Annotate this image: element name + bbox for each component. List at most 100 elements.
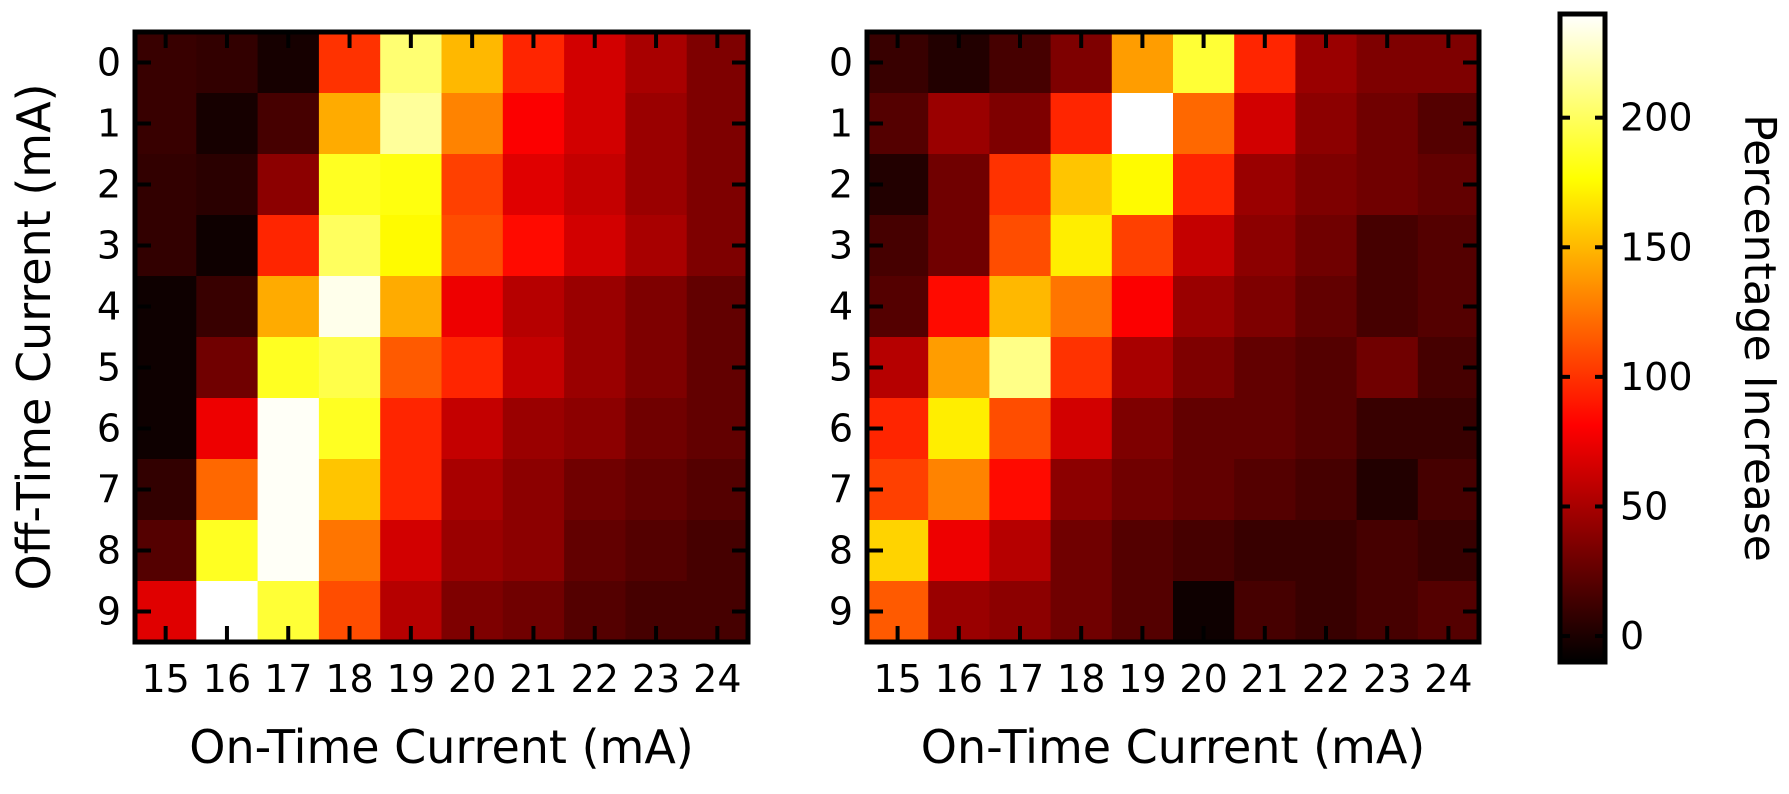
heatmap-cell-left-r6-c5 — [441, 398, 504, 460]
heatmap-cell-right-r1-c4 — [1111, 93, 1174, 155]
heatmap-cell-right-r7-c1 — [928, 459, 990, 521]
heatmap-cell-left-r6-c7 — [564, 398, 626, 460]
heatmap-cell-right-r5-c6 — [1234, 337, 1296, 399]
heatmap-cell-left-r7-c7 — [564, 459, 626, 521]
plot-frame-right — [864, 29, 1482, 645]
heatmap-cell-right-r8-c5 — [1173, 520, 1235, 582]
heatmap-cell-left-r2-c1 — [196, 154, 259, 216]
y-tick-label: 4 — [97, 285, 121, 329]
colorbar-tick-label: 150 — [1620, 225, 1693, 269]
heatmap-cell-right-r3-c4 — [1111, 215, 1174, 277]
x-tick-label: 23 — [632, 657, 680, 701]
heatmap-cell-left-r8-c1 — [196, 520, 259, 582]
x-tick-label: 24 — [693, 657, 741, 701]
heatmap-cell-left-r4-c3 — [318, 276, 381, 338]
heatmap-cell-left-r4-c1 — [196, 276, 259, 338]
heatmap-cell-left-r5-c1 — [196, 337, 259, 399]
heatmap-cell-left-r3-c6 — [502, 215, 565, 277]
heatmap-cell-right-r4-c4 — [1111, 276, 1174, 338]
y-tick-label: 8 — [97, 529, 121, 573]
heatmap-cell-left-r8-c4 — [380, 520, 443, 582]
y-tick-label: 6 — [97, 407, 121, 451]
heatmap-cell-right-r4-c1 — [928, 276, 990, 338]
heatmap-cell-right-r3-c1 — [928, 215, 990, 277]
colorbar-tick-label: 200 — [1620, 96, 1693, 140]
heatmap-cell-left-r3-c1 — [196, 215, 259, 277]
x-tick-label: 23 — [1363, 657, 1411, 701]
y-tick-label: 1 — [829, 102, 853, 146]
heatmap-cell-right-r1-c1 — [928, 93, 990, 155]
heatmap-cell-right-r4-c6 — [1234, 276, 1296, 338]
heatmap-cell-right-r5-c7 — [1295, 337, 1358, 399]
heatmap-cell-left-r1-c7 — [564, 93, 626, 155]
heatmap-cell-left-r2-c6 — [502, 154, 565, 216]
x-tick-label: 18 — [325, 657, 373, 701]
colorbar-ticks: 0 50 100 150 200 — [1560, 96, 1693, 658]
heatmap-cell-left-r3-c3 — [318, 215, 381, 277]
heatmap-cell-left-r8-c5 — [441, 520, 504, 582]
heatmap-cell-right-r4-c2 — [989, 276, 1052, 338]
heatmap-cell-left-r4-c8 — [625, 276, 688, 338]
colorbar-gradient — [1557, 11, 1608, 665]
colorbar-tick-label: 0 — [1620, 614, 1644, 658]
heatmap-cell-right-r1-c2 — [989, 93, 1052, 155]
heatmap-cell-right-r5-c8 — [1356, 337, 1419, 399]
heatmap-cell-left-r5-c8 — [625, 337, 688, 399]
heatmap-cell-left-r1-c4 — [380, 93, 443, 155]
heatmap-cell-left-r6-c3 — [318, 398, 381, 460]
x-tick-label: 18 — [1057, 657, 1105, 701]
x-tick-label: 20 — [448, 657, 496, 701]
heatmap-cell-left-r8-c6 — [502, 520, 565, 582]
x-tick-label: 22 — [571, 657, 619, 701]
heatmap-cell-left-r8-c8 — [625, 520, 688, 582]
heatmap-cell-right-r2-c6 — [1234, 154, 1296, 216]
y-tick-label: 2 — [97, 163, 121, 207]
y-tick-label: 2 — [829, 163, 853, 207]
heatmap-cell-left-r7-c8 — [625, 459, 688, 521]
heatmap-cell-right-r6-c6 — [1234, 398, 1296, 460]
heatmap-cell-left-r1-c6 — [502, 93, 565, 155]
heatmap-cell-left-r5-c2 — [257, 337, 320, 399]
heatmap-cell-left-r5-c6 — [502, 337, 565, 399]
heatmap-cell-right-r1-c8 — [1356, 93, 1419, 155]
y-tick-label: 7 — [97, 468, 121, 512]
heatmap-cell-left-r2-c5 — [441, 154, 504, 216]
heatmap-cell-right-r6-c3 — [1050, 398, 1113, 460]
heatmap-cell-left-r1-c1 — [196, 93, 259, 155]
y-tick-labels-left: 0 1 2 3 4 5 6 7 8 9 — [97, 41, 121, 634]
heatmap-cell-left-r8-c2 — [257, 520, 320, 582]
tick-marks-right — [867, 32, 1479, 642]
heatmap-cell-left-r6-c8 — [625, 398, 688, 460]
x-tick-label: 17 — [996, 657, 1044, 701]
y-tick-label: 9 — [97, 590, 121, 634]
heatmap-cell-right-r8-c6 — [1234, 520, 1296, 582]
heatmap-cell-left-r6-c2 — [257, 398, 320, 460]
tick-marks-left — [135, 32, 748, 642]
heatmap-cell-right-r6-c5 — [1173, 398, 1235, 460]
heatmap-cells-right — [867, 32, 1480, 643]
heatmap-cell-left-r6-c4 — [380, 398, 443, 460]
heatmap-cell-right-r2-c7 — [1295, 154, 1358, 216]
x-tick-label: 19 — [1118, 657, 1166, 701]
heatmap-cell-left-r3-c4 — [380, 215, 443, 277]
heatmap-cell-left-r4-c6 — [502, 276, 565, 338]
x-tick-labels-right: 15 16 17 18 19 20 21 22 23 24 — [873, 657, 1472, 701]
heatmap-cell-right-r3-c6 — [1234, 215, 1296, 277]
x-tick-labels-left: 15 16 17 18 19 20 21 22 23 24 — [141, 657, 741, 701]
y-tick-label: 1 — [97, 102, 121, 146]
heatmap-cell-left-r5-c3 — [318, 337, 381, 399]
x-tick-label: 24 — [1424, 657, 1472, 701]
heatmap-cell-left-r2-c7 — [564, 154, 626, 216]
heatmap-cell-right-r8-c2 — [989, 520, 1052, 582]
heatmap-cell-left-r6-c1 — [196, 398, 259, 460]
heatmap-cell-right-r7-c3 — [1050, 459, 1113, 521]
heatmap-cell-right-r2-c4 — [1111, 154, 1174, 216]
heatmap-cell-left-r1-c2 — [257, 93, 320, 155]
heatmap-cell-right-r8-c4 — [1111, 520, 1174, 582]
y-tick-label: 6 — [829, 407, 853, 451]
y-axis-label-left: Off-Time Current (mA) — [7, 83, 61, 590]
heatmap-cell-left-r1-c3 — [318, 93, 381, 155]
heatmap-cell-left-r7-c4 — [380, 459, 443, 521]
